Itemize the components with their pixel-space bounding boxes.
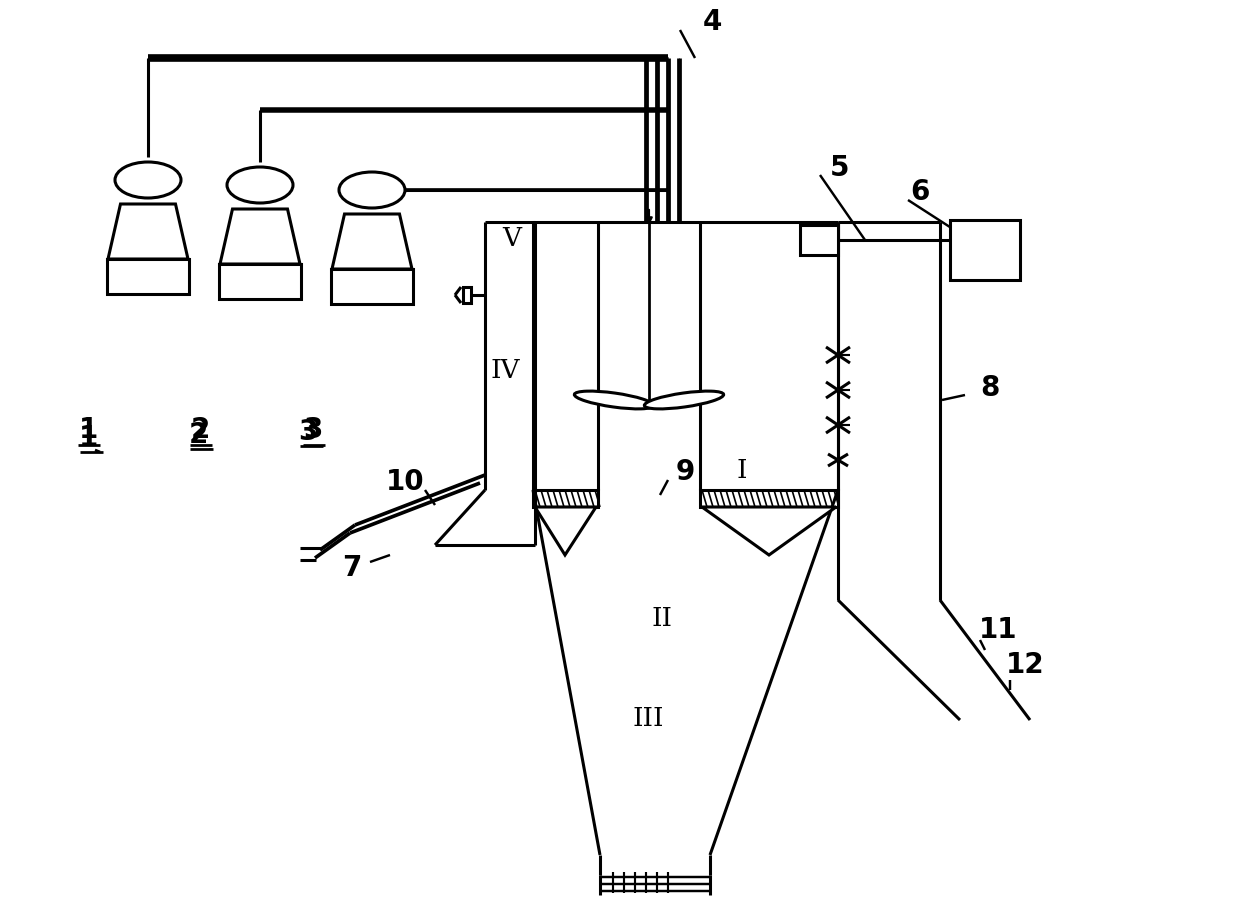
Text: III: III <box>632 706 663 731</box>
Text: V: V <box>502 225 522 251</box>
Text: 3: 3 <box>299 418 317 446</box>
Polygon shape <box>702 507 836 555</box>
Text: 11: 11 <box>978 616 1017 644</box>
Text: 2: 2 <box>190 416 210 444</box>
Text: IV: IV <box>490 358 520 382</box>
Ellipse shape <box>227 167 293 203</box>
Text: 8: 8 <box>981 374 999 402</box>
Bar <box>107 259 188 294</box>
Ellipse shape <box>339 172 405 208</box>
Text: 6: 6 <box>910 178 930 206</box>
Ellipse shape <box>574 391 653 409</box>
Polygon shape <box>332 214 412 269</box>
Bar <box>533 490 598 507</box>
Text: 1: 1 <box>78 424 98 452</box>
Ellipse shape <box>115 162 181 198</box>
Bar <box>950 220 1021 280</box>
Text: 7: 7 <box>342 554 362 582</box>
Bar <box>701 490 838 507</box>
Bar <box>331 269 413 304</box>
Bar <box>800 225 838 255</box>
Text: II: II <box>651 606 672 630</box>
Bar <box>219 264 301 299</box>
Text: 10: 10 <box>386 468 424 496</box>
Text: 2: 2 <box>188 421 207 449</box>
Polygon shape <box>534 507 596 555</box>
Bar <box>463 287 471 303</box>
Polygon shape <box>219 209 300 264</box>
Text: 9: 9 <box>676 458 694 486</box>
Text: 5: 5 <box>831 154 849 182</box>
Text: 12: 12 <box>1006 651 1044 679</box>
Ellipse shape <box>645 391 724 409</box>
Polygon shape <box>108 204 188 259</box>
Text: I: I <box>737 458 748 482</box>
Text: 4: 4 <box>702 8 722 36</box>
Text: 3: 3 <box>304 416 322 444</box>
Text: 1: 1 <box>78 416 98 444</box>
